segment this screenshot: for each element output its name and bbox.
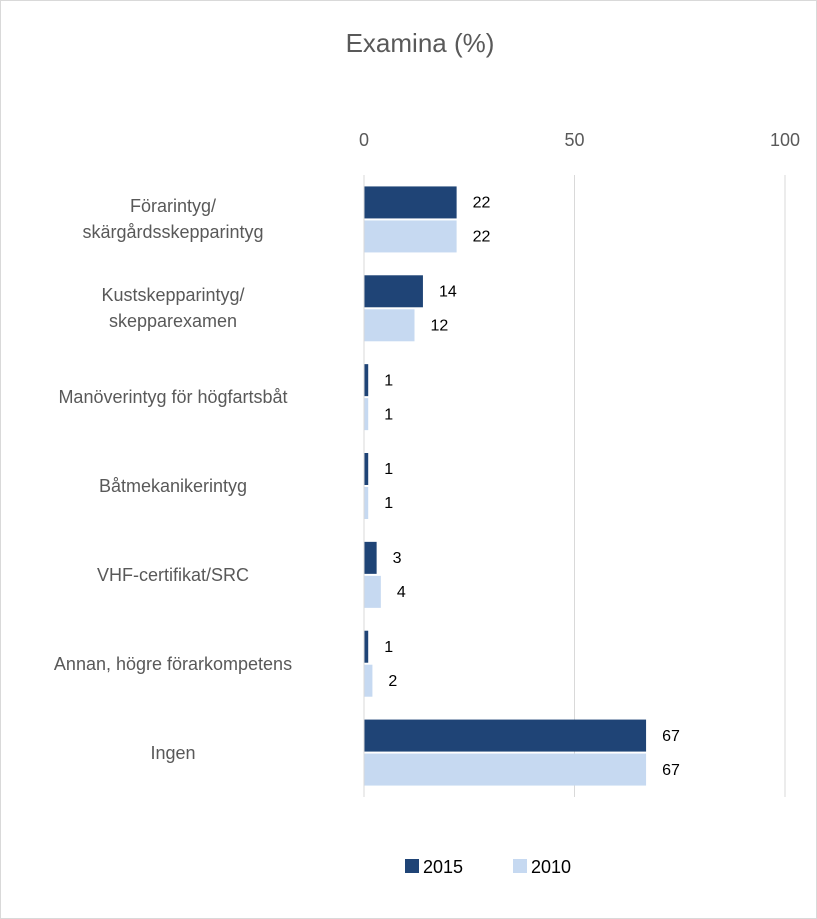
bar [364,275,423,308]
legend-label: 2015 [423,857,463,877]
bar [364,719,647,752]
data-label: 1 [384,372,393,389]
bar [364,398,369,431]
legend-swatch [513,859,527,873]
bar [364,575,381,608]
x-tick-label: 50 [564,130,584,150]
data-label: 67 [662,728,680,745]
y-tick-label: VHF-certifikat/SRC [96,564,249,585]
data-label: 22 [473,229,491,246]
data-label: 3 [393,550,402,567]
chart-title: Examina (%) [346,28,495,58]
x-tick-label: 0 [359,130,369,150]
y-tick-label: Ingen [150,742,196,763]
data-label: 14 [439,284,457,301]
data-label: 2 [388,673,397,690]
bar [364,453,369,485]
data-label: 1 [384,461,393,478]
y-tick-label: Kustskepparintyg/ skepparexamen [101,285,245,332]
legend-label: 2010 [531,857,571,877]
data-label: 1 [384,406,393,423]
y-tick-label: Annan, högre förarkompetens [53,653,293,674]
data-label: 12 [431,318,449,335]
bar [364,364,369,397]
bar [364,630,369,663]
legend-swatch [405,859,419,873]
y-tick-label: Båtmekanikerintyg [98,476,248,496]
data-label: 4 [397,584,406,601]
y-tick-label: Manöverintyg för högfartsbåt [58,387,288,408]
x-tick-label: 100 [770,130,800,150]
bar [364,541,377,574]
data-label: 67 [662,762,680,779]
data-label: 1 [384,639,393,656]
bar [364,309,415,342]
data-label: 1 [384,495,393,512]
bar [364,487,369,519]
data-label: 22 [473,195,491,212]
bar [364,186,457,219]
y-tick-label: Förarintyg/ skärgårdsskepparintyg [82,196,264,243]
bar [364,664,373,697]
bar [364,220,457,253]
bar [364,753,647,786]
